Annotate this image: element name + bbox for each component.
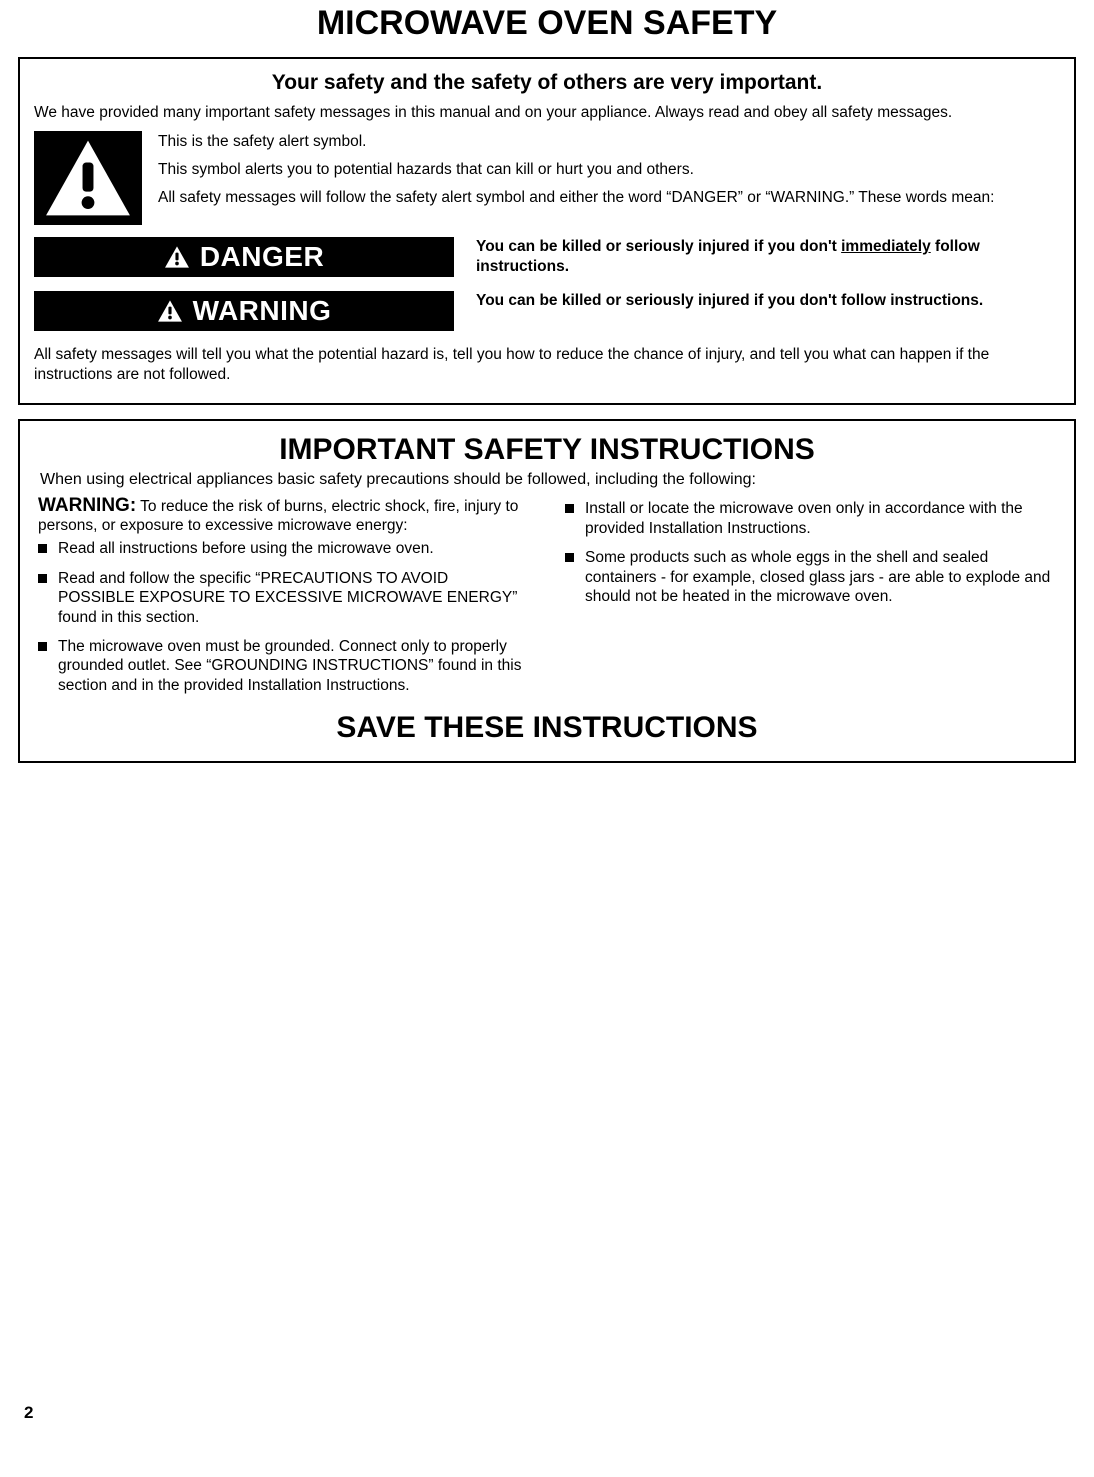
left-bullet-list: Read all instructions before using the m… [38,539,529,695]
danger-row: DANGER You can be killed or seriously in… [34,237,1060,277]
instructions-box: IMPORTANT SAFETY INSTRUCTIONS When using… [18,419,1076,763]
instructions-col-left: WARNING: To reduce the risk of burns, el… [38,495,529,705]
warning-desc-tail: follow instructions. [841,292,983,309]
instructions-lead: When using electrical appliances basic s… [40,471,1054,489]
list-item: Install or locate the microwave oven onl… [565,499,1056,538]
page: MICROWAVE OVEN SAFETY Your safety and th… [0,4,1094,1463]
danger-word: DANGER [200,241,324,273]
danger-label: DANGER [34,237,454,277]
warning-desc-prefix: You can be killed or seriously injured i… [476,292,841,309]
alert-symbol-row: This is the safety alert symbol. This sy… [34,131,1060,225]
list-item: Read all instructions before using the m… [38,539,529,558]
instructions-title: IMPORTANT SAFETY INSTRUCTIONS [34,433,1060,467]
instructions-columns: WARNING: To reduce the risk of burns, el… [38,495,1056,705]
safety-closing: All safety messages will tell you what t… [34,345,1060,385]
alert-text-column: This is the safety alert symbol. This sy… [158,131,1060,217]
list-item: Read and follow the specific “PRECAUTION… [38,569,529,627]
warning-row: WARNING You can be killed or seriously i… [34,291,1060,331]
alert-line-2: This symbol alerts you to potential haza… [158,161,1060,179]
warning-word: WARNING [193,295,332,327]
danger-desc-underlined: immediately [841,238,931,255]
right-bullet-list: Install or locate the microwave oven onl… [565,499,1056,606]
warning-description: You can be killed or seriously injured i… [476,291,1060,310]
main-title: MICROWAVE OVEN SAFETY [18,4,1076,43]
safety-alert-icon [34,131,142,225]
alert-line-3: All safety messages will follow the safe… [158,189,1060,207]
save-instructions-title: SAVE THESE INSTRUCTIONS [34,711,1060,745]
list-item: The microwave oven must be grounded. Con… [38,637,529,695]
alert-line-1: This is the safety alert symbol. [158,133,1060,151]
warning-prefix: WARNING: [38,495,136,516]
alert-triangle-icon [157,298,183,324]
danger-description: You can be killed or seriously injured i… [476,237,1060,276]
safety-box: Your safety and the safety of others are… [18,57,1076,405]
warning-label: WARNING [34,291,454,331]
page-number: 2 [18,1403,1076,1423]
safety-subtitle: Your safety and the safety of others are… [34,71,1060,95]
danger-desc-prefix: You can be killed or seriously injured i… [476,238,841,255]
safety-intro: We have provided many important safety m… [34,103,1060,123]
alert-triangle-icon [164,244,190,270]
list-item: Some products such as whole eggs in the … [565,548,1056,606]
instructions-col-right: Install or locate the microwave oven onl… [565,495,1056,705]
